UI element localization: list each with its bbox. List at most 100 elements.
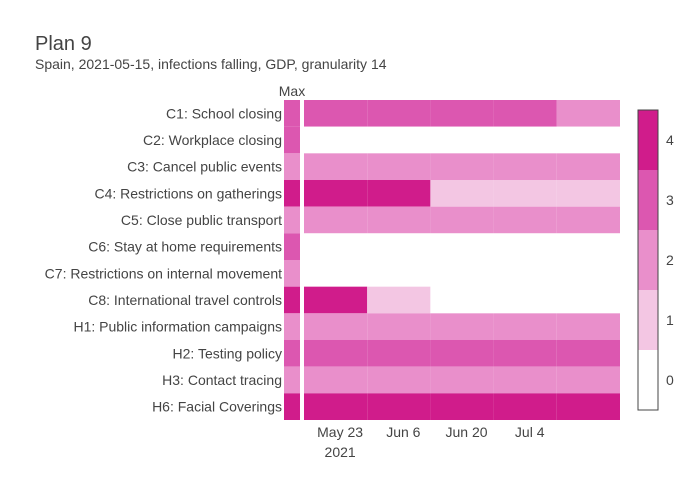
heatmap-cell <box>556 260 620 287</box>
x-tick-sublabel: 2021 <box>325 444 356 460</box>
row-label: H3: Contact tracing <box>162 372 282 388</box>
row-label: H6: Facial Coverings <box>152 399 282 415</box>
max-cell <box>284 153 300 180</box>
heatmap-cell <box>430 100 494 127</box>
colorbar-tick-label: 4 <box>666 132 674 148</box>
heatmap-cell <box>367 393 431 420</box>
row-label: C6: Stay at home requirements <box>88 239 282 255</box>
heatmap-cell <box>304 366 368 394</box>
heatmap-cell <box>556 393 620 420</box>
heatmap-cell <box>493 233 557 260</box>
heatmap-cell <box>556 340 620 367</box>
max-cell <box>284 340 300 367</box>
x-tick-label: Jul 4 <box>515 424 545 440</box>
heatmap-cell <box>304 100 368 127</box>
heatmap-cell <box>493 313 557 340</box>
row-label: C5: Close public transport <box>121 212 282 228</box>
heatmap-cell <box>556 206 620 234</box>
heatmap-cell <box>493 366 557 394</box>
row-label: C7: Restrictions on internal movement <box>45 265 282 281</box>
heatmap-cell <box>493 153 557 180</box>
row-label: C2: Workplace closing <box>143 132 282 148</box>
heatmap-cell <box>304 393 368 420</box>
x-axis-ticks: May 23 2021 Jun 6 Jun 20 Jul 4 <box>317 424 545 460</box>
heatmap-cell <box>430 233 494 260</box>
heatmap-cell <box>304 180 368 207</box>
heatmap-cell <box>493 286 557 314</box>
colorbar-band <box>638 110 658 170</box>
heatmap-cell <box>556 286 620 314</box>
heatmap-cell <box>430 153 494 180</box>
heatmap-cell <box>304 340 368 367</box>
heatmap-cell <box>367 126 431 154</box>
colorbar-band <box>638 290 658 350</box>
colorbar-tick-label: 2 <box>666 252 674 268</box>
heatmap-cell <box>556 180 620 207</box>
heatmap-cell <box>556 233 620 260</box>
x-tick-label: Jun 6 <box>386 424 420 440</box>
max-cell <box>284 206 300 234</box>
heatmap-cell <box>304 206 368 234</box>
heatmap-cell <box>493 206 557 234</box>
row-label: H2: Testing policy <box>173 345 282 361</box>
row-label: C4: Restrictions on gatherings <box>94 185 282 201</box>
heatmap-cell <box>430 260 494 287</box>
heatmap-cell <box>367 286 431 314</box>
x-tick-label: Jun 20 <box>445 424 487 440</box>
heatmap-cell <box>430 366 494 394</box>
colorbar-tick-label: 1 <box>666 312 674 328</box>
heatmap-cell <box>367 313 431 340</box>
colorbar-tick-label: 0 <box>666 372 674 388</box>
heatmap-cell <box>493 340 557 367</box>
heatmap-cell <box>493 260 557 287</box>
max-cell <box>284 366 300 394</box>
heatmap-cell <box>367 100 431 127</box>
chart-title: Plan 9 <box>35 33 92 55</box>
heatmap-cell <box>367 206 431 234</box>
colorbar-band <box>638 350 658 410</box>
max-cell <box>284 180 300 207</box>
heatmap-cell <box>430 286 494 314</box>
heatmap-cell <box>304 286 368 314</box>
heatmap-cell <box>430 393 494 420</box>
heatmap-cell <box>556 100 620 127</box>
heatmap-cell <box>367 153 431 180</box>
max-cell <box>284 286 300 314</box>
heatmap-cell <box>367 340 431 367</box>
heatmap-cell <box>367 366 431 394</box>
heatmap-cell <box>304 153 368 180</box>
heatmap-cell <box>430 206 494 234</box>
heatmap-cell <box>367 260 431 287</box>
heatmap-cell <box>304 260 368 287</box>
heatmap-cells <box>304 100 620 420</box>
heatmap-cell <box>556 153 620 180</box>
x-tick-label: May 23 <box>317 424 363 440</box>
heatmap-cell <box>367 180 431 207</box>
max-cell <box>284 233 300 260</box>
colorbar-outline <box>637 109 659 411</box>
heatmap-cell <box>430 340 494 367</box>
colorbar: 0 1 2 3 4 <box>637 109 674 411</box>
heatmap-cell <box>556 313 620 340</box>
heatmap-cell <box>556 126 620 154</box>
heatmap-cell <box>304 313 368 340</box>
heatmap-cell <box>430 126 494 154</box>
heatmap-cell <box>493 126 557 154</box>
colorbar-band <box>638 170 658 230</box>
heatmap-cell <box>430 180 494 207</box>
heatmap-cell <box>304 126 368 154</box>
row-label: C3: Cancel public events <box>127 159 282 175</box>
max-cell <box>284 260 300 287</box>
max-column <box>284 100 300 420</box>
heatmap-cell <box>430 313 494 340</box>
row-label: C1: School closing <box>166 105 282 121</box>
heatmap-cell <box>493 180 557 207</box>
heatmap-cell <box>556 366 620 394</box>
heatmap-cell <box>304 233 368 260</box>
heatmap-cell <box>493 393 557 420</box>
heatmap-cell <box>493 100 557 127</box>
max-cell <box>284 313 300 340</box>
max-cell <box>284 393 300 420</box>
max-cell <box>284 126 300 154</box>
